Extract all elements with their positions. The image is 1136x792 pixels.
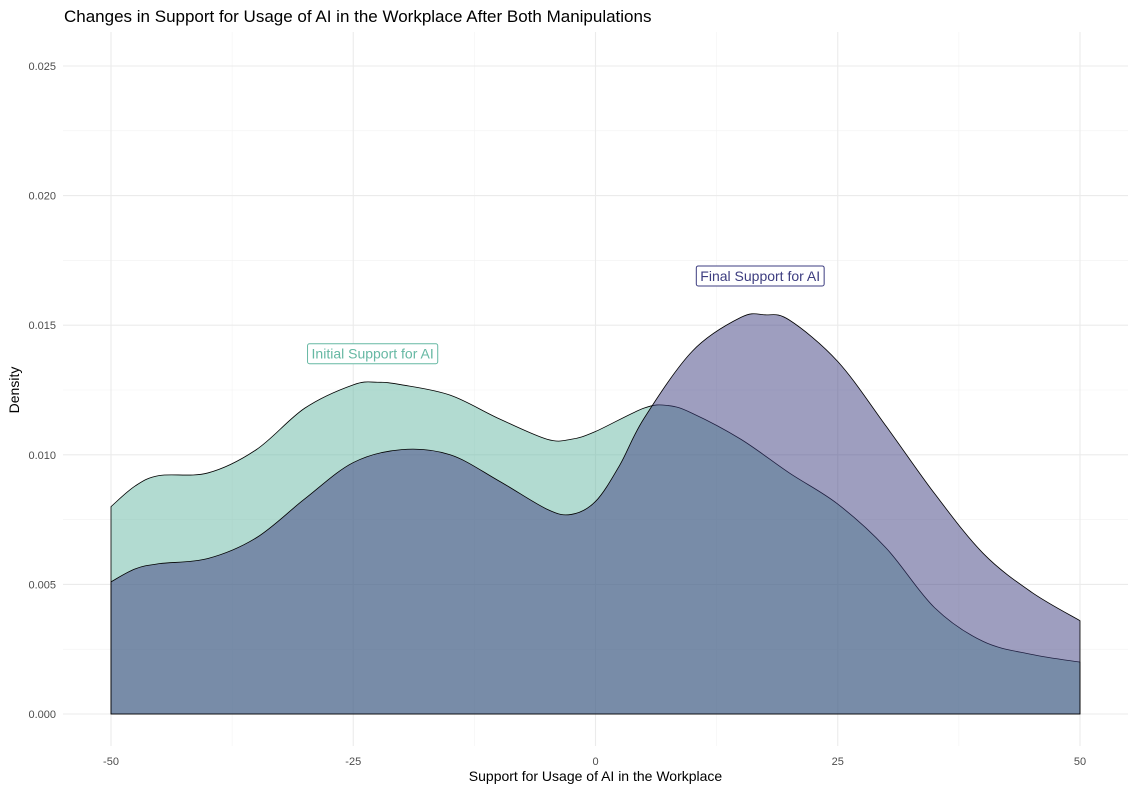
x-axis-ticks: -50 -25 0 25 50 [103,756,1086,768]
y-tick-label: 0.025 [28,61,56,73]
y-tick-label: 0.005 [28,579,56,591]
y-axis-ticks: 0.000 0.005 0.010 0.015 0.020 0.025 [28,61,56,721]
annotation-text: Initial Support for AI [312,346,434,362]
annotations: Initial Support for AI Final Support for … [307,265,825,365]
chart-title: Changes in Support for Usage of AI in th… [64,7,651,26]
y-tick-label: 0.000 [28,709,56,721]
x-tick-label: -25 [345,756,361,768]
x-axis-title: Support for Usage of AI in the Workplace [469,768,723,784]
annotation-box [307,343,439,365]
annotation-label: Final Support for AI [695,265,825,287]
y-tick-label: 0.015 [28,320,56,332]
x-tick-label: 0 [592,756,598,768]
y-tick-label: 0.020 [28,191,56,203]
annotation-text: Final Support for AI [700,268,820,284]
x-tick-label: 25 [832,756,844,768]
density-area-final-support-for-ai [110,313,1081,715]
density-areas [110,313,1081,715]
annotation-box [695,265,825,287]
annotation-label: Initial Support for AI [307,343,439,365]
y-tick-label: 0.010 [28,450,56,462]
y-axis-title: Density [6,367,22,414]
x-tick-label: 50 [1074,756,1086,768]
x-tick-label: -50 [103,756,119,768]
